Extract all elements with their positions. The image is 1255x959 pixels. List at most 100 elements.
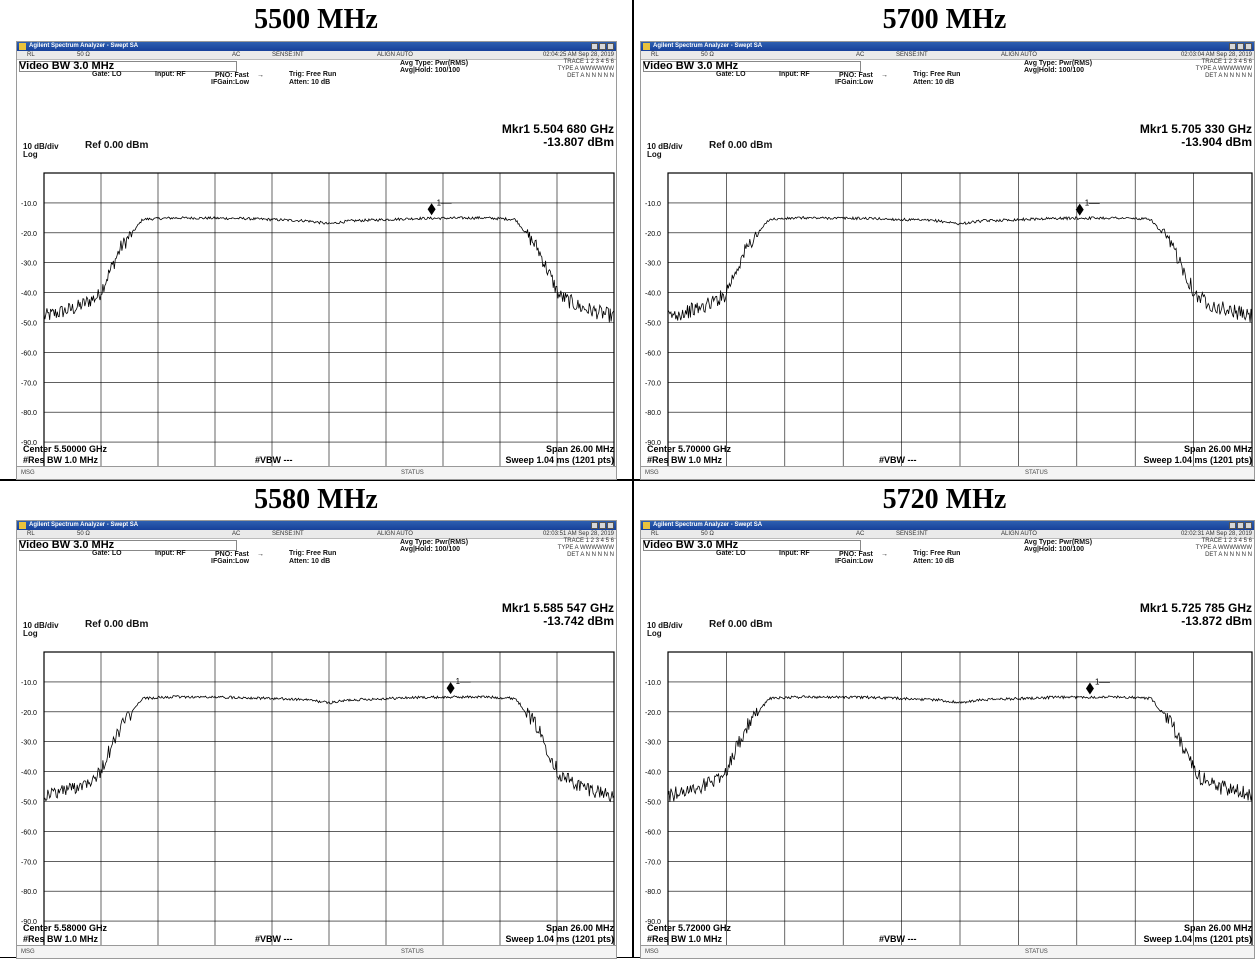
maximize-icon[interactable] — [1237, 43, 1244, 50]
y-tick-label: -60.0 — [21, 350, 37, 357]
trace-info-line: DET A N N N N N — [1205, 73, 1252, 79]
res-bw: #Res BW 1.0 MHz — [23, 455, 99, 465]
y-tick-label: -60.0 — [645, 829, 661, 836]
sweep-label: Sweep 1.04 ms (1201 pts) — [1143, 455, 1252, 465]
trace-info-line: TRACE 1 2 3 4 5 6 — [1201, 59, 1252, 65]
marker-number: 1 — [437, 198, 442, 207]
maximize-icon[interactable] — [599, 43, 606, 50]
window-titlebar: Agilent Spectrum Analyzer - Swept SA — [17, 521, 616, 530]
input-label: Input: RF — [155, 550, 186, 557]
window-title: Agilent Spectrum Analyzer - Swept SA — [29, 43, 139, 49]
y-tick-label: -50.0 — [21, 800, 37, 807]
message-bar: MSG STATUS — [641, 466, 1254, 479]
y-tick-label: -70.0 — [645, 859, 661, 866]
marker-diamond-icon — [1085, 682, 1094, 695]
status-time: 02:04:25 AM Sep 28, 2019 — [542, 52, 614, 58]
trigger-arrow-icon: → — [257, 551, 264, 558]
ifgain-label: IFGain:Low — [835, 558, 874, 565]
active-function-box — [643, 61, 861, 72]
marker-level: -13.807 dBm — [543, 135, 614, 149]
spectrum-analyzer-window: Agilent Spectrum Analyzer - Swept SA RL 50… — [16, 41, 617, 480]
trace-info: TRACE 1 2 3 4 5 6 TYPE A WWWWWW DET A N N … — [558, 59, 614, 80]
status-align: ALIGN AUTO — [377, 52, 413, 58]
status-row: RL 50 Ω AC SENSE:INT ALIGN AUTO 02:03:04 AM S… — [641, 51, 1254, 60]
avg-hold-label: Avg|Hold: 100/100 — [400, 67, 461, 74]
minimize-icon[interactable] — [1229, 522, 1236, 529]
minimize-icon[interactable] — [591, 522, 598, 529]
spectrum-analyzer-window: Agilent Spectrum Analyzer - Swept SA RL 50… — [640, 41, 1255, 480]
trace-info: TRACE 1 2 3 4 5 6 TYPE A WWWWWW DET A N N … — [1196, 59, 1252, 80]
ifgain-label: IFGain:Low — [211, 558, 250, 565]
status-ac: AC — [856, 52, 865, 58]
spectrum-analyzer-window: Agilent Spectrum Analyzer - Swept SA RL 50… — [640, 520, 1255, 959]
status-label: STATUS — [401, 470, 424, 476]
spectrum-plot: -10.0 -20.0 -30.0 -40.0 -50.0 -60.0 -70.0 -80.0… — [21, 651, 615, 952]
maximize-icon[interactable] — [1237, 522, 1244, 529]
marker-frequency: Mkr1 5.705 330 GHz — [1139, 122, 1252, 136]
avg-type-label: Avg Type: Pwr(RMS) — [1024, 60, 1093, 67]
y-tick-label: -30.0 — [645, 261, 661, 268]
trace-info: TRACE 1 2 3 4 5 6 TYPE A WWWWWW DET A N N … — [558, 538, 614, 559]
message-bar: MSG STATUS — [641, 945, 1254, 958]
window-controls — [591, 522, 614, 529]
ifgain-label: IFGain:Low — [211, 79, 250, 86]
close-icon[interactable] — [1245, 522, 1252, 529]
center-frequency: Center 5.70000 GHz — [647, 444, 732, 454]
y-tick-label: -20.0 — [645, 231, 661, 238]
close-icon[interactable] — [1245, 43, 1252, 50]
marker-frequency: Mkr1 5.725 785 GHz — [1139, 601, 1252, 615]
pno-label: PNO: Fast — [839, 551, 873, 558]
close-icon[interactable] — [607, 522, 614, 529]
avg-type-label: Avg Type: Pwr(RMS) — [400, 60, 469, 67]
video-bw-label: Video BW 3.0 MHz — [19, 539, 115, 551]
trace-info-line: TYPE A WWWWWW — [1195, 545, 1252, 551]
table-divider-horizontal — [0, 479, 1255, 481]
spectrum-trace — [43, 215, 615, 323]
msg-label: MSG — [21, 470, 35, 476]
avg-hold-label: Avg|Hold: 100/100 — [1024, 67, 1085, 74]
marker-level: -13.904 dBm — [1181, 135, 1252, 149]
marker-readout: Mkr1 5.585 547 GHz -13.742 dBm — [502, 602, 614, 628]
maximize-icon[interactable] — [599, 522, 606, 529]
avg-hold-label: Avg|Hold: 100/100 — [1024, 546, 1085, 553]
minimize-icon[interactable] — [1229, 43, 1236, 50]
log-label: Log — [23, 150, 38, 159]
y-tick-label: -40.0 — [21, 770, 37, 777]
atten-label: Atten: 10 dB — [289, 558, 331, 565]
y-tick-label: -90.0 — [21, 440, 37, 447]
res-bw: #Res BW 1.0 MHz — [647, 934, 723, 944]
pno-label: PNO: Fast — [215, 551, 249, 558]
minimize-icon[interactable] — [591, 43, 598, 50]
status-row: RL 50 Ω AC SENSE:INT ALIGN AUTO 02:02:31 AM S… — [641, 530, 1254, 539]
status-rl: RL — [27, 52, 35, 58]
close-icon[interactable] — [607, 43, 614, 50]
app-icon — [19, 43, 26, 50]
status-row: RL 50 Ω AC SENSE:INT ALIGN AUTO 02:03:51 AM S… — [17, 530, 616, 539]
status-impedance: 50 Ω — [77, 531, 90, 537]
sweep-label: Sweep 1.04 ms (1201 pts) — [1143, 934, 1252, 944]
marker-diamond-icon — [427, 203, 436, 216]
atten-label: Atten: 10 dB — [913, 79, 955, 86]
status-time: 02:03:51 AM Sep 28, 2019 — [542, 531, 614, 537]
trigger-arrow-icon: → — [257, 72, 264, 79]
y-tick-label: -60.0 — [21, 829, 37, 836]
panel-heading: 5580 MHz — [254, 484, 378, 515]
status-sense: SENSE:INT — [272, 531, 304, 537]
trig-label: Trig: Free Run — [289, 550, 337, 557]
window-title: Agilent Spectrum Analyzer - Swept SA — [653, 522, 763, 528]
y-tick-label: -20.0 — [21, 710, 37, 717]
message-bar: MSG STATUS — [17, 466, 616, 479]
trace-info-line: TRACE 1 2 3 4 5 6 — [1201, 538, 1252, 544]
panel-heading: 5700 MHz — [882, 4, 1007, 35]
y-tick-label: -20.0 — [645, 710, 661, 717]
status-impedance: 50 Ω — [701, 52, 714, 58]
status-sense: SENSE:INT — [272, 52, 304, 58]
trig-label: Trig: Free Run — [913, 550, 961, 557]
msg-label: MSG — [21, 949, 35, 955]
ref-level-label: Ref 0.00 dBm — [709, 140, 773, 151]
window-controls — [1229, 43, 1252, 50]
scale-label: 10 dB/div — [647, 621, 683, 630]
y-tick-label: -20.0 — [21, 231, 37, 238]
center-frequency: Center 5.58000 GHz — [23, 923, 108, 933]
window-titlebar: Agilent Spectrum Analyzer - Swept SA — [641, 521, 1254, 530]
